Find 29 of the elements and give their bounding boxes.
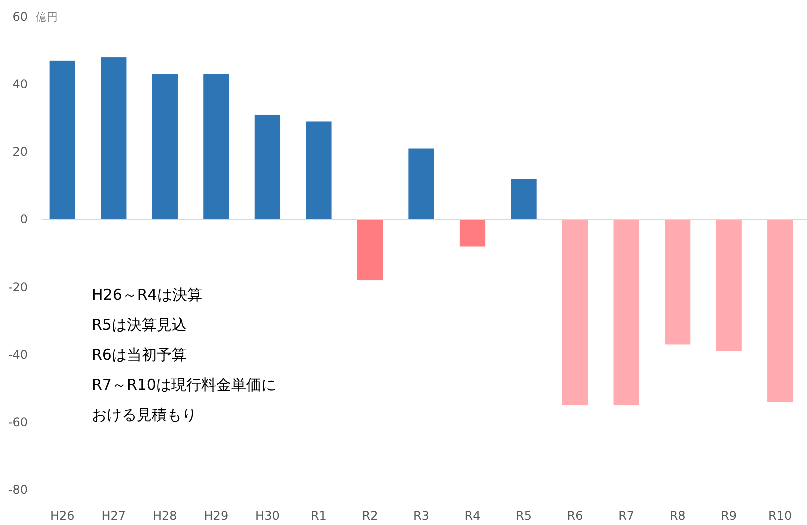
- y-tick-label: 0: [20, 212, 28, 227]
- x-tick-label: R5: [516, 509, 532, 523]
- x-tick-label: R4: [464, 509, 481, 523]
- x-tick-label: R1: [310, 509, 327, 523]
- y-tick-label: -60: [8, 415, 28, 430]
- x-tick-label: R2: [362, 509, 378, 523]
- x-tick-label: R10: [768, 509, 792, 523]
- annotation: おける見積もり: [92, 406, 197, 424]
- annotation: R5は決算見込: [92, 316, 187, 334]
- y-tick-label: 60: [12, 10, 28, 24]
- x-tick-label: R9: [721, 509, 738, 523]
- y-tick-label: 20: [12, 145, 28, 160]
- y-tick-label: -40: [8, 348, 28, 362]
- x-tick-label: H28: [153, 509, 178, 523]
- y-axis-title: 億円: [36, 11, 58, 24]
- annotation: R7～R10は現行料金単価に: [92, 376, 276, 394]
- x-tick-label: H27: [102, 509, 126, 523]
- annotation: R6は当初予算: [92, 346, 187, 364]
- x-tick-label: R7: [618, 509, 635, 523]
- annotation: H26～R4は決算: [92, 286, 202, 304]
- x-tick-label: H30: [256, 509, 280, 523]
- y-tick-label: -20: [8, 280, 28, 294]
- x-tick-label: R3: [414, 509, 430, 523]
- x-tick-label: H29: [204, 509, 229, 523]
- x-tick-label: R8: [670, 509, 686, 523]
- x-tick-label: H26: [50, 509, 75, 523]
- x-tick-label: R6: [567, 509, 584, 523]
- y-tick-label: 40: [12, 78, 28, 92]
- y-tick-label: -80: [8, 483, 28, 497]
